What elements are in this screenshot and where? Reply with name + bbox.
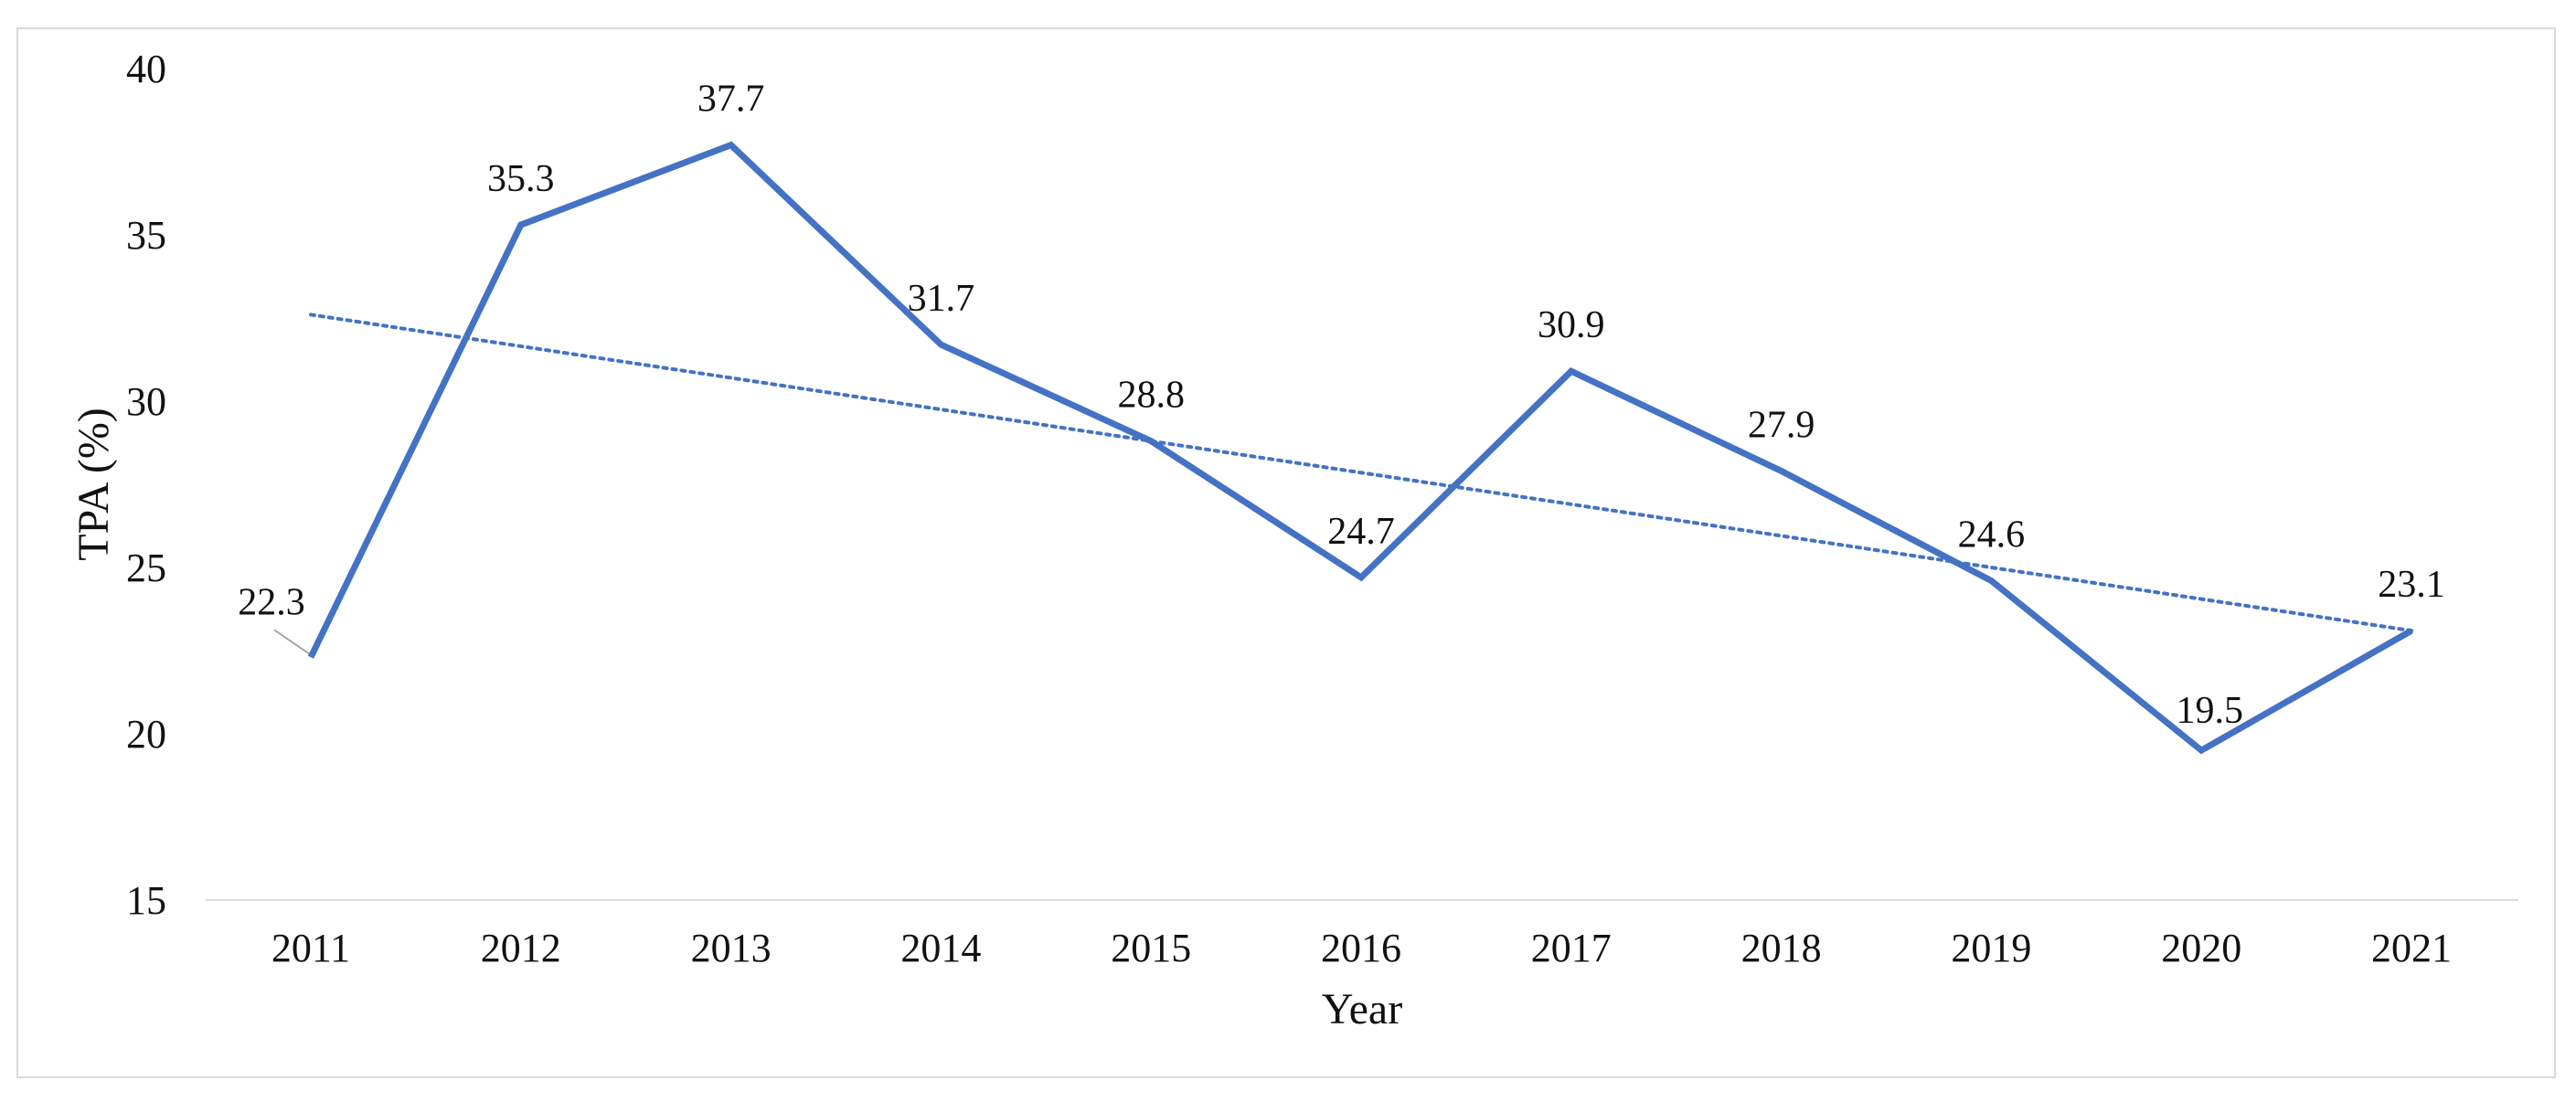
x-tick-label: 2014 xyxy=(900,926,981,970)
x-tick-label: 2013 xyxy=(691,926,772,970)
data-label: 28.8 xyxy=(1117,375,1185,417)
x-axis-tick-labels: 2011 2012 2013 2014 2015 2016 2017 2018 2019 2020… xyxy=(271,926,2452,970)
y-axis-title: TPA (%) xyxy=(69,408,118,561)
data-label: 24.7 xyxy=(1327,511,1395,553)
x-tick-label: 2019 xyxy=(1951,926,2031,970)
x-tick-label: 2018 xyxy=(1741,926,1822,970)
y-tick-label: 20 xyxy=(126,712,166,757)
y-axis-tick-labels: 15 20 25 30 35 40 xyxy=(126,47,166,923)
x-tick-label: 2017 xyxy=(1531,926,1612,970)
data-label: 37.7 xyxy=(697,79,765,121)
y-tick-label: 30 xyxy=(126,379,166,424)
data-label: 19.5 xyxy=(2176,690,2243,732)
data-label: 30.9 xyxy=(1538,304,1605,346)
data-label-leader-line xyxy=(273,629,310,655)
series-line-tpa xyxy=(307,141,2413,755)
x-tick-label: 2012 xyxy=(481,926,561,970)
data-label: 23.1 xyxy=(2378,564,2445,606)
x-axis-title: Year xyxy=(1322,985,1402,1033)
x-tick-label: 2015 xyxy=(1111,926,1191,970)
y-tick-label: 25 xyxy=(126,546,166,590)
x-tick-label: 2021 xyxy=(2371,926,2452,970)
data-label: 22.3 xyxy=(238,581,305,623)
x-tick-label: 2011 xyxy=(271,926,350,970)
y-tick-label: 40 xyxy=(126,47,166,91)
y-tick-label: 35 xyxy=(126,213,166,258)
trendline xyxy=(309,313,2413,633)
y-tick-label: 15 xyxy=(126,878,166,923)
data-label: 24.6 xyxy=(1958,514,2026,556)
data-label: 35.3 xyxy=(487,158,555,200)
data-labels: 22.3 35.3 37.7 31.7 28.8 24.7 30.9 27.9 24.6 19.5… xyxy=(238,79,2445,732)
data-label: 27.9 xyxy=(1748,404,1815,446)
x-tick-label: 2016 xyxy=(1321,926,1401,970)
data-label: 31.7 xyxy=(908,278,975,320)
chart-frame xyxy=(16,27,2556,1078)
x-tick-label: 2020 xyxy=(2161,926,2241,970)
